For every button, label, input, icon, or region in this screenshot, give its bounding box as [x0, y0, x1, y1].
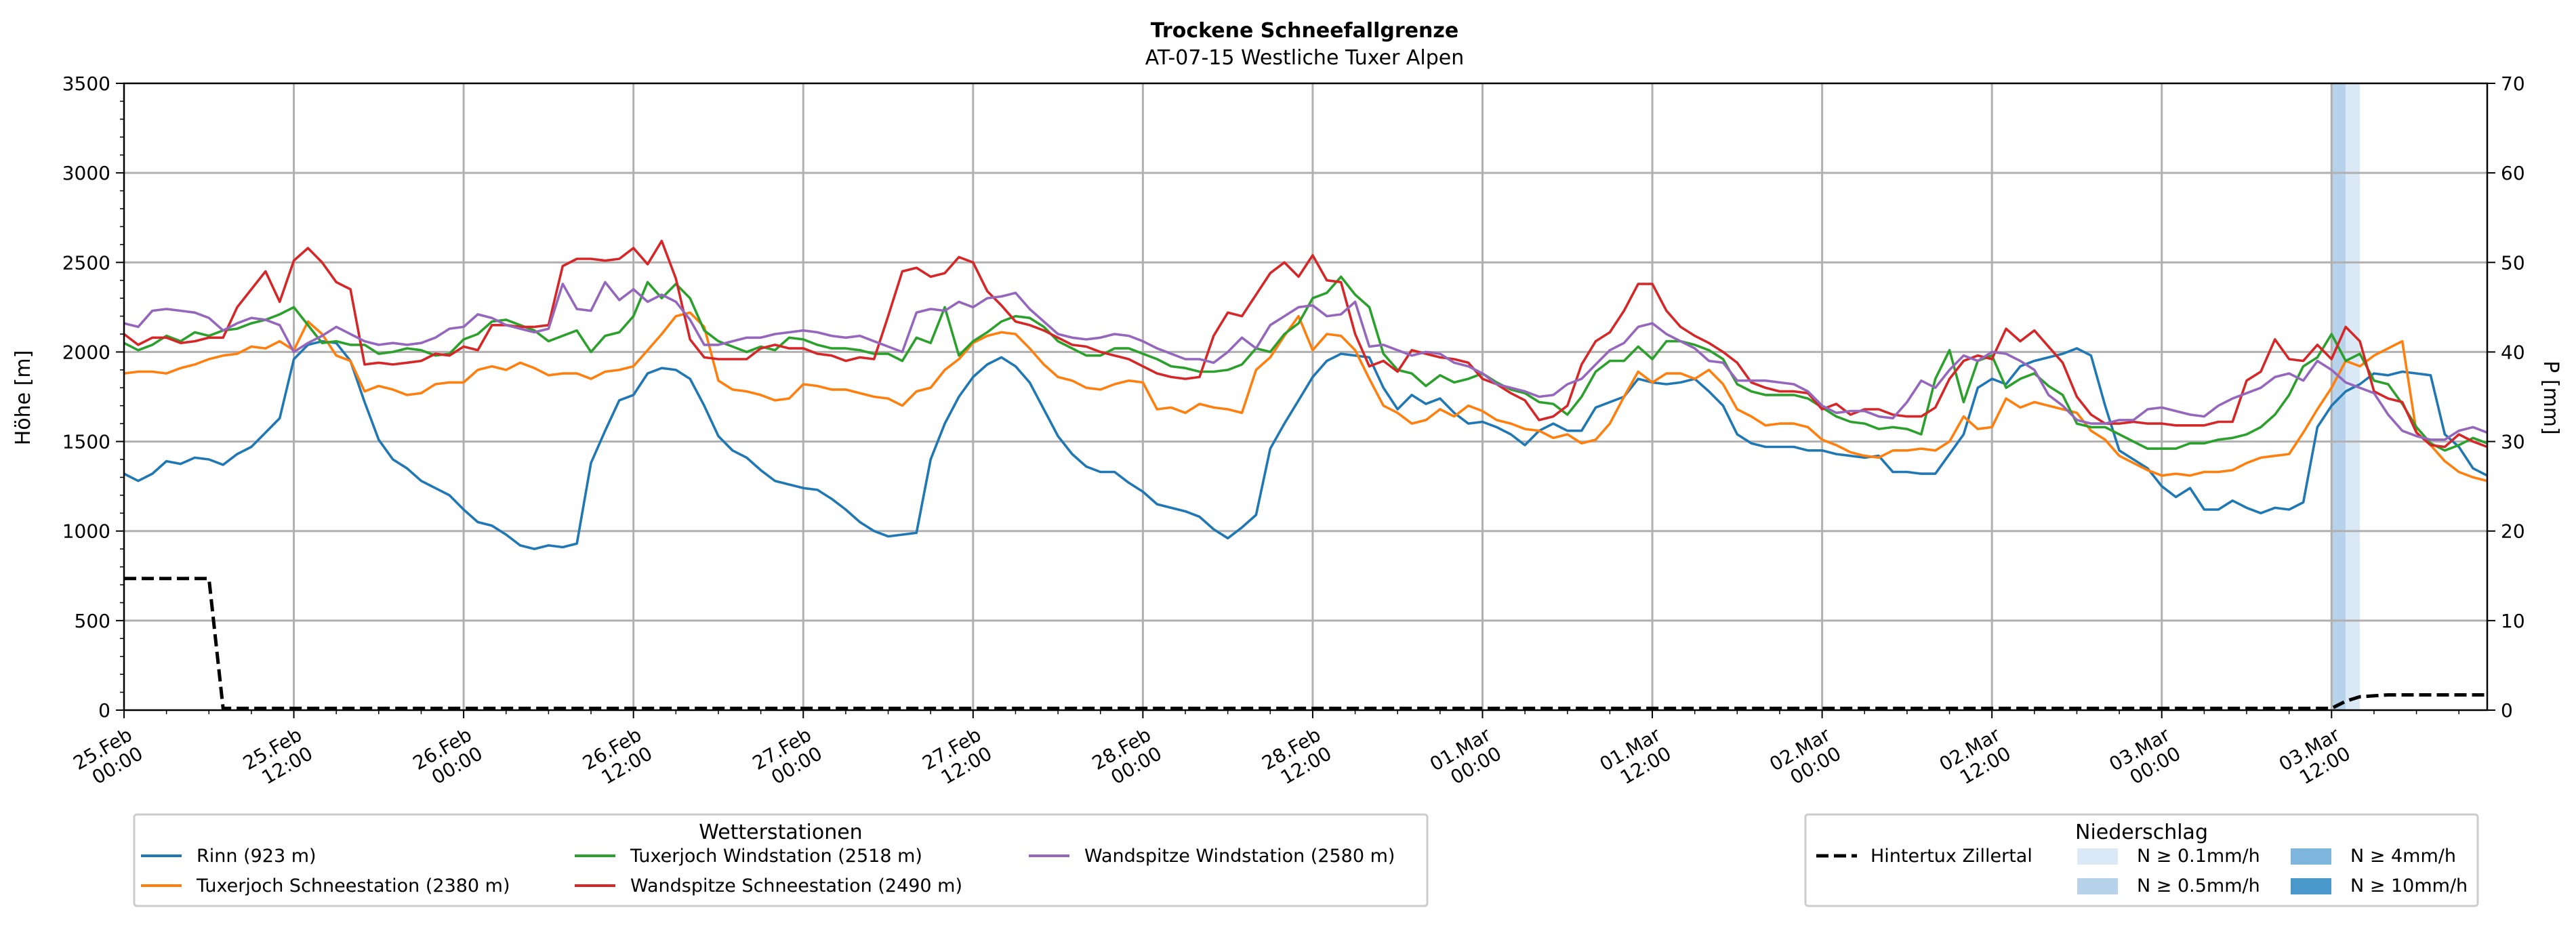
precipitation-bars [2331, 83, 2360, 710]
legend-precip-label-1: N ≥ 0.5mm/h [2137, 875, 2260, 896]
precip-bar-0 [2331, 83, 2346, 710]
legend-precipitation: Niederschlag Hintertux Zillertal N ≥ 0.1m… [1804, 813, 2479, 907]
ytick-label-left-0: 0 [98, 699, 110, 722]
legend-precip-swatch-2 [2291, 848, 2331, 865]
xtick-label-1: 25.Feb12:00 [239, 723, 316, 793]
ytick-label-left-3: 1500 [62, 431, 110, 453]
legend-precip-title: Niederschlag [2075, 821, 2208, 844]
y-axis-label-right: P [mm] [2539, 360, 2562, 434]
series-line-5 [124, 577, 2487, 710]
xtick-label-6: 28.Feb00:00 [1088, 723, 1166, 793]
legend-precip-swatch-1 [2077, 878, 2118, 894]
legend-label-4: Wandspitze Windstation (2580 m) [1084, 846, 1395, 867]
xtick-label-11: 02.Mar12:00 [1936, 723, 2015, 794]
xtick-label-5: 27.Feb12:00 [918, 723, 996, 793]
legend-precip-swatch-3 [2291, 878, 2331, 894]
ytick-label-left-1: 500 [75, 610, 110, 632]
xtick-label-8: 01.Mar00:00 [1426, 723, 1505, 794]
ytick-label-right-4: 40 [2501, 341, 2525, 363]
axes: 0 500 1000 1500 2000 2500 3000 3500 0 10 20 30 40 50 6… [62, 73, 2525, 794]
xtick-label-7: 28.Feb12:00 [1258, 723, 1335, 793]
ytick-label-right-6: 60 [2501, 162, 2525, 184]
series-line-4 [123, 281, 2488, 441]
ytick-label-left-7: 3500 [62, 73, 110, 95]
chart-title: Trockene Schneefallgrenze [1151, 19, 1458, 43]
xtick-label-12: 03.Mar00:00 [2105, 723, 2184, 794]
grid-lines [124, 83, 2487, 710]
series-line-3 [123, 239, 2488, 449]
legend-stations-title: Wetterstationen [699, 821, 862, 844]
xtick-label-10: 02.Mar00:00 [1765, 723, 1845, 794]
ytick-label-right-7: 70 [2501, 73, 2525, 95]
ytick-label-right-2: 20 [2501, 520, 2525, 543]
ytick-label-right-0: 0 [2501, 699, 2513, 722]
y-axis-label-left: Höhe [m] [12, 350, 35, 446]
legend-label-0: Rinn (923 m) [197, 846, 316, 867]
plot-frame [123, 82, 2489, 711]
legend-label-1: Tuxerjoch Schneestation (2380 m) [196, 875, 510, 896]
xtick-label-3: 26.Feb12:00 [579, 723, 656, 793]
ytick-label-left-2: 1000 [62, 520, 110, 543]
legend-stations: Wetterstationen Rinn (923 m) Tuxerjoch Sc… [133, 813, 1429, 907]
xtick-label-9: 01.Mar12:00 [1596, 723, 1675, 794]
ytick-label-left-5: 2500 [62, 251, 110, 274]
legend-precip-label-2: N ≥ 4mm/h [2350, 846, 2456, 867]
xtick-label-13: 03.Mar12:00 [2275, 723, 2354, 794]
ytick-label-left-6: 3000 [62, 162, 110, 184]
series-line-2 [123, 275, 2488, 452]
xtick-label-0: 25.Feb00:00 [69, 723, 146, 793]
ytick-label-right-5: 50 [2501, 251, 2525, 274]
series-line-0 [123, 339, 2488, 550]
chart-subtitle: AT-07-15 Westliche Tuxer Alpen [1145, 46, 1465, 70]
xtick-label-4: 27.Feb00:00 [749, 723, 826, 793]
xtick-label-2: 26.Feb00:00 [409, 723, 487, 793]
legend-stations-box [133, 813, 1429, 907]
precip-bar-1 [2346, 83, 2360, 710]
legend-label-hintertux: Hintertux Zillertal [1870, 846, 2032, 867]
ytick-label-right-3: 30 [2501, 431, 2525, 453]
series-line-1 [123, 311, 2488, 482]
data-series-lines [123, 239, 2488, 710]
legend-precip-label-0: N ≥ 0.1mm/h [2137, 846, 2260, 867]
ytick-label-right-1: 10 [2501, 610, 2525, 632]
ytick-label-left-4: 2000 [62, 341, 110, 363]
legend-precip-label-3: N ≥ 10mm/h [2350, 875, 2468, 896]
legend-label-3: Wandspitze Schneestation (2490 m) [630, 875, 962, 896]
legend-precip-swatch-0 [2077, 848, 2118, 865]
legend-label-2: Tuxerjoch Windstation (2518 m) [630, 846, 922, 867]
